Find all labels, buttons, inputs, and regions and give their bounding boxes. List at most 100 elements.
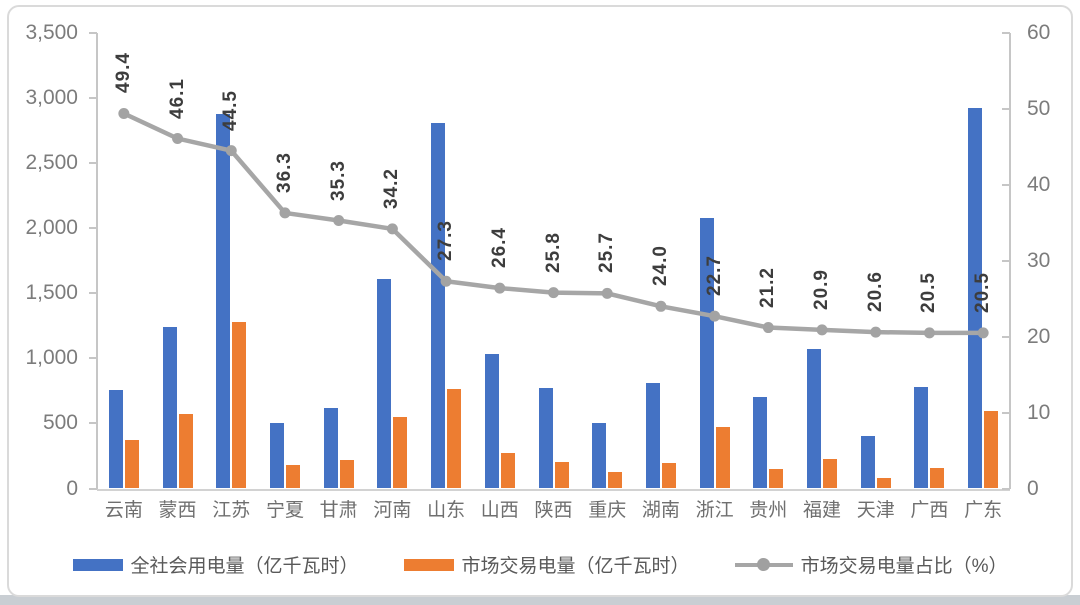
left-axis-tick-label: 3,500 — [25, 21, 78, 44]
market-bar[interactable] — [232, 321, 247, 489]
total-bar[interactable] — [753, 397, 768, 489]
legend-item-market[interactable]: 市场交易电量（亿千瓦时） — [403, 551, 690, 578]
legend-item-total[interactable]: 全社会用电量（亿千瓦时） — [72, 551, 359, 578]
ratio-point-label: 49.4 — [112, 52, 134, 94]
market-bar[interactable] — [285, 464, 300, 489]
left-axis-tick-label: 3,000 — [25, 86, 78, 110]
market-bar[interactable] — [447, 388, 462, 489]
ratio-point-label: 34.2 — [381, 167, 403, 209]
market-bar[interactable] — [715, 427, 730, 489]
ratio-point[interactable] — [548, 287, 559, 299]
category-label: 云南 — [104, 500, 143, 521]
category-label: 宁夏 — [265, 500, 304, 521]
category-label: 甘肃 — [319, 500, 358, 521]
right-axis-tick-label: 60 — [1027, 21, 1051, 44]
legend-label-market: 市场交易电量（亿千瓦时） — [461, 556, 690, 577]
total-bar[interactable] — [968, 108, 983, 489]
ratio-point[interactable] — [762, 322, 774, 334]
ratio-point-label: 21.2 — [757, 266, 779, 308]
market-bar[interactable] — [500, 453, 515, 489]
total-bar[interactable] — [108, 389, 123, 489]
ratio-point[interactable] — [172, 133, 184, 145]
market-bar[interactable] — [930, 467, 945, 489]
total-bar[interactable] — [807, 348, 822, 489]
ratio-point[interactable] — [440, 275, 452, 287]
right-axis-tick-label: 30 — [1027, 248, 1051, 272]
ratio-point[interactable] — [977, 327, 989, 339]
left-axis-tick — [89, 97, 97, 100]
total-bar[interactable] — [269, 422, 284, 489]
market-bar[interactable] — [661, 463, 676, 489]
total-bar[interactable] — [484, 354, 499, 489]
market-bar[interactable] — [608, 471, 623, 489]
market-bar[interactable] — [876, 477, 891, 489]
category-label: 重庆 — [588, 500, 627, 521]
category-label: 贵州 — [749, 500, 788, 521]
market-legend-swatch — [403, 558, 454, 571]
right-axis-tick — [1002, 32, 1010, 34]
ratio-point-label: 20.5 — [972, 271, 994, 313]
total-bar[interactable] — [323, 408, 338, 489]
ratio-point-label: 27.3 — [435, 220, 457, 262]
market-bar[interactable] — [178, 414, 193, 489]
right-axis-tick-label: 40 — [1027, 172, 1051, 196]
market-bar[interactable] — [393, 416, 408, 489]
right-axis-tick — [1002, 335, 1010, 338]
total-bar[interactable] — [592, 422, 607, 489]
ratio-point[interactable] — [118, 107, 130, 119]
right-axis-tick-label: 0 — [1027, 476, 1039, 500]
ratio-point[interactable] — [655, 300, 667, 312]
total-bar[interactable] — [216, 113, 231, 489]
total-bar[interactable] — [860, 435, 875, 489]
ratio-point[interactable] — [279, 207, 291, 219]
right-axis-tick-label: 20 — [1027, 324, 1051, 348]
total-bar[interactable] — [377, 278, 392, 489]
market-bar[interactable] — [823, 459, 838, 489]
right-axis-tick — [1002, 183, 1010, 186]
left-axis-tick — [89, 32, 97, 34]
market-bar[interactable] — [339, 460, 354, 489]
ratio-point[interactable] — [225, 145, 237, 157]
total-bar[interactable] — [431, 123, 446, 489]
ratio-point-label: 24.0 — [649, 245, 671, 287]
total-bar[interactable] — [645, 382, 660, 489]
ratio-point-label: 22.7 — [703, 255, 725, 297]
total-legend-swatch — [72, 558, 123, 571]
ratio-point[interactable] — [816, 324, 828, 336]
left-axis-tick-label: 500 — [42, 411, 78, 435]
category-label: 河南 — [373, 500, 412, 521]
category-label: 蒙西 — [158, 500, 197, 521]
market-bar[interactable] — [124, 439, 139, 489]
left-axis-tick — [89, 292, 97, 295]
left-axis-tick-label: 2,000 — [25, 216, 78, 240]
total-bar[interactable] — [162, 327, 177, 489]
left-axis-tick-label: 1,500 — [25, 281, 78, 305]
ratio-point[interactable] — [494, 282, 506, 294]
right-axis-tick-label: 10 — [1027, 400, 1051, 424]
ratio-point[interactable] — [386, 223, 398, 235]
market-bar[interactable] — [984, 410, 999, 489]
left-axis-tick-label: 0 — [66, 476, 78, 500]
legend-item-ratio[interactable]: 市场交易电量占比（%） — [734, 551, 1007, 578]
market-bar[interactable] — [769, 469, 784, 489]
right-axis-tick — [1002, 411, 1010, 414]
ratio-point[interactable] — [709, 310, 721, 322]
legend: 全社会用电量（亿千瓦时） 市场交易电量（亿千瓦时） 市场交易电量占比（%） — [0, 551, 1080, 578]
total-bar[interactable] — [914, 386, 929, 489]
right-axis-tick — [1002, 107, 1010, 110]
market-bar[interactable] — [554, 462, 569, 489]
ratio-point[interactable] — [870, 326, 882, 338]
ratio-point[interactable] — [601, 287, 613, 299]
legend-dot — [756, 558, 770, 571]
category-label: 福建 — [803, 500, 842, 521]
category-label: 天津 — [856, 500, 895, 521]
total-bar[interactable] — [538, 387, 553, 489]
ratio-point[interactable] — [923, 327, 935, 339]
left-axis-tick — [89, 422, 97, 425]
category-label: 广西 — [910, 500, 949, 521]
ratio-point[interactable] — [333, 215, 345, 227]
category-label: 江苏 — [212, 500, 251, 521]
total-bar[interactable] — [699, 217, 714, 489]
